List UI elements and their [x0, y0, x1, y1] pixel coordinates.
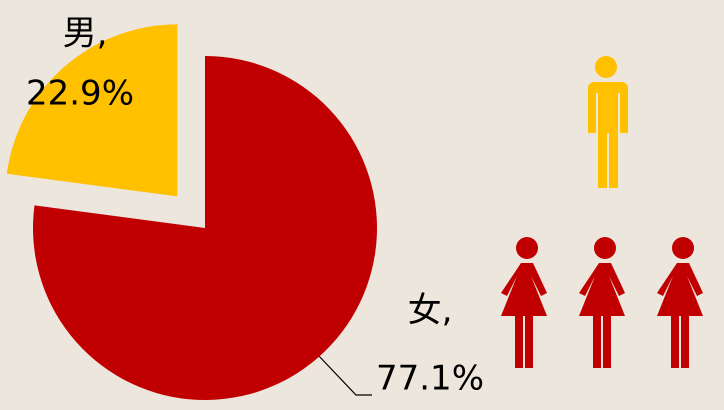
- people-icons: [501, 56, 703, 368]
- slice-value-label: 22.9%: [26, 74, 134, 114]
- slice-category: 男,: [63, 14, 108, 54]
- woman-icons: [501, 237, 703, 368]
- pie-slice: [32, 56, 378, 401]
- slice-value-label: 77.1%: [376, 359, 484, 399]
- leader-line: [317, 354, 372, 396]
- slice-category: 女,: [408, 291, 453, 331]
- pie-slice: [6, 24, 178, 197]
- man-icon: [588, 56, 628, 188]
